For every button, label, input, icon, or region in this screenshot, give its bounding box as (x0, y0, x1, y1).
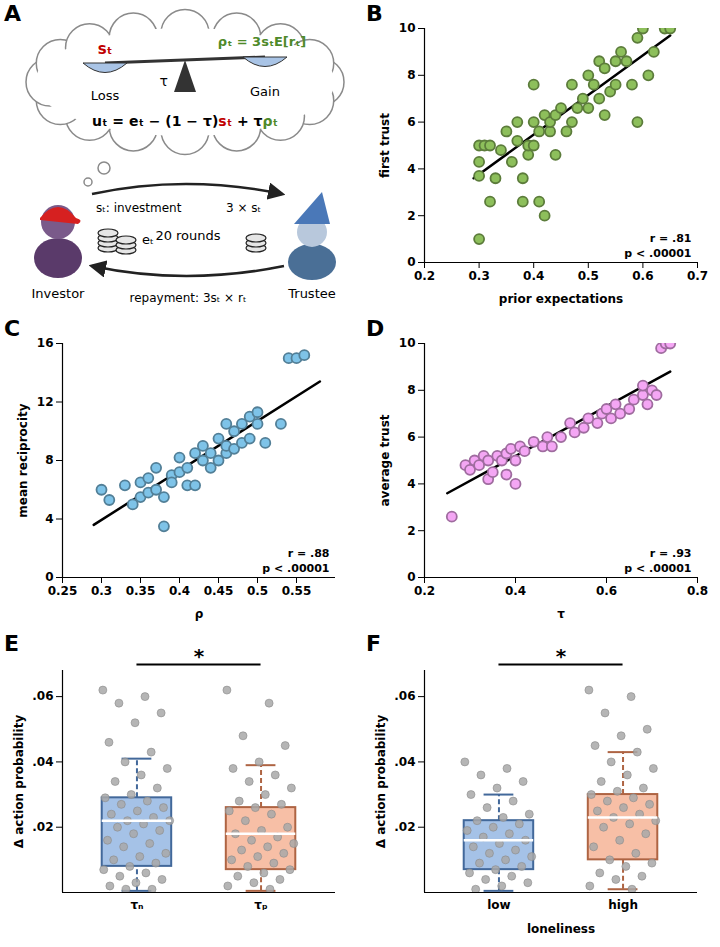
svg-text:10: 10 (399, 21, 416, 35)
svg-text:eₜ: eₜ (142, 232, 154, 247)
svg-text:first trust: first trust (378, 113, 392, 178)
svg-text:Trustee: Trustee (287, 286, 335, 301)
svg-text:6: 6 (407, 115, 415, 129)
svg-text:Δ action probability: Δ action probability (12, 715, 26, 849)
svg-text:.06: .06 (394, 689, 415, 703)
svg-text:p < .00001: p < .00001 (624, 562, 691, 575)
svg-text:0.35: 0.35 (126, 584, 156, 598)
svg-text:0.55: 0.55 (282, 584, 312, 598)
svg-text:0.6: 0.6 (632, 269, 653, 283)
svg-text:τ: τ (557, 607, 565, 621)
svg-text:.06: .06 (32, 689, 53, 703)
svg-text:*: * (556, 644, 567, 668)
svg-text:τ: τ (160, 73, 168, 89)
svg-text:0: 0 (45, 570, 53, 584)
svg-text:8: 8 (407, 383, 415, 397)
svg-text:0.45: 0.45 (204, 584, 234, 598)
svg-text:0.5: 0.5 (578, 269, 599, 283)
svg-text:τₙ: τₙ (130, 898, 143, 912)
svg-text:16: 16 (37, 336, 54, 350)
svg-text:prior expectations: prior expectations (499, 292, 623, 306)
svg-text:2: 2 (407, 524, 415, 538)
svg-text:0.25: 0.25 (48, 584, 78, 598)
svg-text:0: 0 (407, 255, 415, 269)
svg-text:Δ action probability: Δ action probability (374, 715, 388, 849)
svg-text:.04: .04 (394, 755, 415, 769)
svg-text:τₚ: τₚ (254, 898, 268, 912)
svg-text:ρₜ = 3sₜE[rₜ]: ρₜ = 3sₜE[rₜ] (218, 34, 306, 49)
svg-text:r = .88: r = .88 (288, 547, 330, 560)
svg-text:high: high (608, 898, 638, 912)
svg-text:0.7: 0.7 (687, 269, 708, 283)
svg-text:0.2: 0.2 (414, 269, 435, 283)
svg-text:low: low (487, 898, 510, 912)
html-text:E: E (4, 631, 19, 656)
html-text:F: F (366, 631, 381, 656)
svg-text:0.4: 0.4 (523, 269, 544, 283)
svg-text:4: 4 (407, 477, 415, 491)
svg-text:r = .81: r = .81 (650, 232, 692, 245)
svg-text:.02: .02 (394, 820, 415, 834)
svg-text:mean reciprocity: mean reciprocity (16, 403, 30, 517)
svg-text:loneliness: loneliness (527, 922, 595, 936)
html-text:B: B (366, 1, 383, 26)
svg-text:r = .93: r = .93 (650, 547, 692, 560)
svg-text:0.4: 0.4 (169, 584, 190, 598)
svg-text:4: 4 (407, 162, 415, 176)
svg-text:0: 0 (407, 570, 415, 584)
svg-text:0.2: 0.2 (414, 584, 435, 598)
svg-text:20 rounds: 20 rounds (155, 228, 220, 243)
svg-text:uₜ = eₜ − (1 − τ)sₜ + τρₜ: uₜ = eₜ − (1 − τ)sₜ + τρₜ (92, 113, 278, 129)
svg-text:2: 2 (407, 209, 415, 223)
svg-text:10: 10 (399, 336, 416, 350)
svg-text:p < .00001: p < .00001 (624, 247, 691, 260)
svg-text:0.8: 0.8 (687, 584, 708, 598)
svg-text:0.4: 0.4 (505, 584, 526, 598)
svg-text:8: 8 (407, 68, 415, 82)
svg-text:Gain: Gain (250, 84, 280, 99)
svg-text:sₜ: sₜ (98, 40, 113, 58)
svg-text:Investor: Investor (32, 286, 86, 301)
svg-text:repayment: 3sₜ × rₜ: repayment: 3sₜ × rₜ (130, 291, 247, 305)
html-text:C: C (4, 316, 21, 341)
svg-text:3 × sₜ: 3 × sₜ (226, 201, 261, 215)
svg-text:0.3: 0.3 (468, 269, 489, 283)
html-text:D: D (366, 316, 385, 341)
svg-text:*: * (194, 644, 205, 668)
svg-text:.02: .02 (32, 820, 53, 834)
svg-text:average trust: average trust (378, 414, 392, 506)
svg-text:ρ: ρ (195, 607, 204, 621)
svg-text:sₜ: investment: sₜ: investment (96, 201, 182, 215)
svg-text:12: 12 (37, 395, 54, 409)
svg-text:0.3: 0.3 (91, 584, 112, 598)
svg-text:0.6: 0.6 (596, 584, 617, 598)
svg-text:0.5: 0.5 (247, 584, 268, 598)
html-text:A: A (4, 1, 21, 26)
svg-text:p < .00001: p < .00001 (262, 562, 329, 575)
svg-text:Loss: Loss (91, 88, 120, 103)
svg-text:6: 6 (407, 430, 415, 444)
svg-text:8: 8 (45, 453, 53, 467)
svg-text:.04: .04 (32, 755, 53, 769)
svg-text:4: 4 (45, 512, 53, 526)
